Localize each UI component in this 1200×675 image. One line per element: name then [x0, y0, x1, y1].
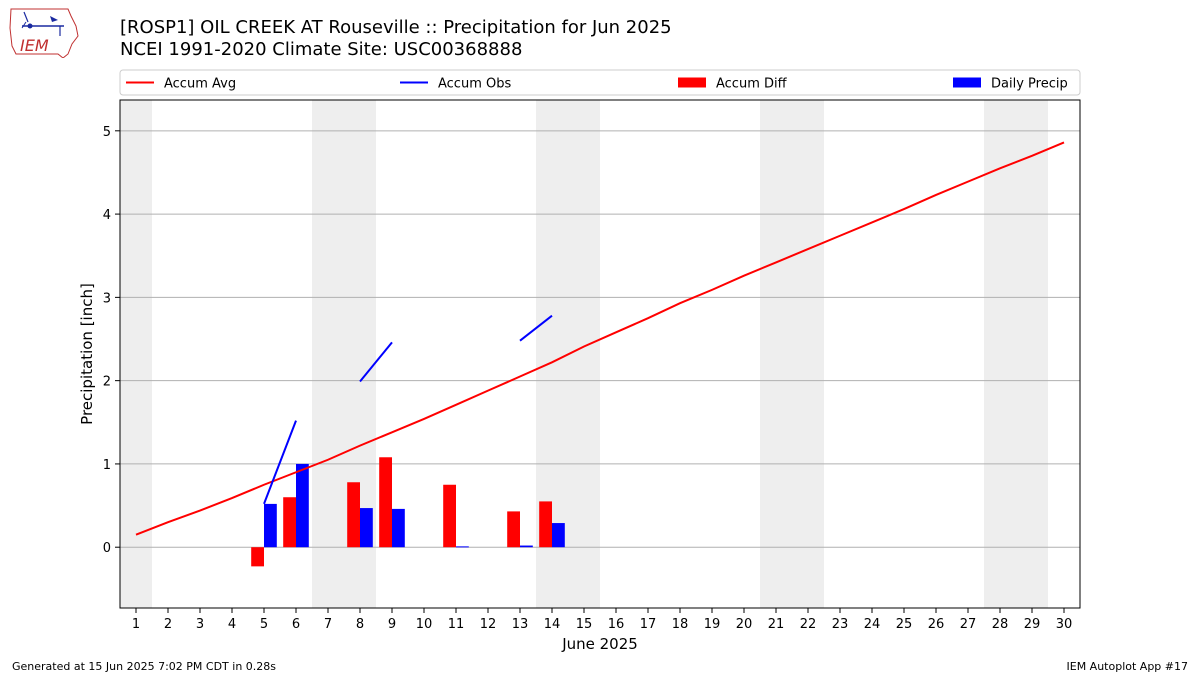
x-tick-label-25: 25	[896, 617, 913, 632]
x-tick-label-23: 23	[832, 617, 849, 632]
accum-obs-segment-0	[263, 420, 297, 505]
x-tick-label-27: 27	[960, 617, 977, 632]
x-tick-label-29: 29	[1024, 617, 1041, 632]
y-axis-label: Precipitation [inch]	[78, 283, 96, 425]
accum-diff-bar-9	[379, 457, 392, 548]
accum-obs-segment-2	[519, 314, 553, 342]
x-tick-label-13: 13	[512, 617, 529, 632]
y-tick-label-2: 2	[103, 375, 111, 390]
x-tick-label-8: 8	[356, 617, 364, 632]
accum-diff-bar-11	[443, 484, 456, 548]
daily-precip-bar-13	[520, 545, 533, 548]
x-tick-label-15: 15	[576, 617, 593, 632]
accum-diff-bar-14	[539, 501, 552, 548]
y-tick-label-0: 0	[103, 541, 111, 556]
x-tick-label-9: 9	[388, 617, 396, 632]
x-axis-label: June 2025	[561, 635, 638, 653]
daily-precip-bar-5	[264, 503, 277, 548]
legend-label-daily-precip: Daily Precip	[991, 77, 1068, 92]
x-tick-label-2: 2	[164, 617, 172, 632]
x-tick-label-18: 18	[672, 617, 689, 632]
legend-label-accum-avg: Accum Avg	[164, 77, 236, 92]
legend-swatch-accum-diff	[678, 77, 706, 88]
legend-box	[119, 69, 1081, 96]
accum-avg-line	[135, 141, 1065, 536]
x-tick-label-4: 4	[228, 617, 236, 632]
iowa-map-icon: IEM	[9, 8, 79, 59]
x-tick-label-7: 7	[324, 617, 332, 632]
x-tick-label-5: 5	[260, 617, 268, 632]
weekend-band-2	[536, 100, 600, 608]
x-tick-label-16: 16	[608, 617, 625, 632]
accum-diff-bar-13	[507, 511, 520, 548]
x-tick-label-17: 17	[640, 617, 657, 632]
chart-subtitle: NCEI 1991-2020 Climate Site: USC00368888	[120, 39, 523, 60]
x-tick-label-24: 24	[864, 617, 881, 632]
x-tick-label-12: 12	[480, 617, 497, 632]
daily-precip-bar-6	[296, 463, 309, 548]
accum-diff-bar-5	[251, 547, 264, 567]
daily-precip-bar-8	[360, 508, 373, 548]
accum-diff-bar-8	[347, 482, 360, 548]
x-tick-label-22: 22	[800, 617, 817, 632]
weekend-band-0	[120, 100, 152, 608]
x-tick-label-28: 28	[992, 617, 1009, 632]
accum-diff-bar-6	[283, 497, 296, 548]
footer-app: IEM Autoplot App #17	[1066, 660, 1189, 673]
footer-generated: Generated at 15 Jun 2025 7:02 PM CDT in …	[12, 660, 277, 673]
logo-text: IEM	[20, 36, 49, 55]
legend-swatch-daily-precip	[953, 77, 981, 88]
x-tick-label-19: 19	[704, 617, 721, 632]
weekend-band-4	[984, 100, 1048, 608]
daily-precip-bar-11	[456, 546, 469, 548]
x-tick-label-20: 20	[736, 617, 753, 632]
x-tick-label-11: 11	[448, 617, 465, 632]
chart-title: [ROSP1] OIL CREEK AT Rouseville :: Preci…	[120, 17, 672, 38]
x-tick-label-26: 26	[928, 617, 945, 632]
x-tick-label-14: 14	[544, 617, 561, 632]
y-tick-label-3: 3	[103, 291, 111, 306]
x-tick-label-21: 21	[768, 617, 785, 632]
y-tick-label-4: 4	[103, 208, 111, 223]
daily-precip-bar-9	[392, 508, 405, 548]
x-tick-label-1: 1	[132, 617, 140, 632]
x-tick-label-3: 3	[196, 617, 204, 632]
x-tick-label-30: 30	[1056, 617, 1073, 632]
daily-precip-bar-14	[552, 523, 565, 548]
legend-label-accum-obs: Accum Obs	[438, 77, 511, 92]
iem-logo: IEM	[8, 6, 80, 59]
accum-obs-segment-1	[359, 341, 393, 383]
weekend-band-1	[312, 100, 376, 608]
y-tick-label-5: 5	[103, 125, 111, 140]
x-tick-label-6: 6	[292, 617, 300, 632]
y-tick-label-1: 1	[103, 458, 111, 473]
weekend-band-3	[760, 100, 824, 608]
plot-frame	[119, 99, 1081, 609]
x-tick-label-10: 10	[416, 617, 433, 632]
legend-label-accum-diff: Accum Diff	[716, 77, 788, 92]
